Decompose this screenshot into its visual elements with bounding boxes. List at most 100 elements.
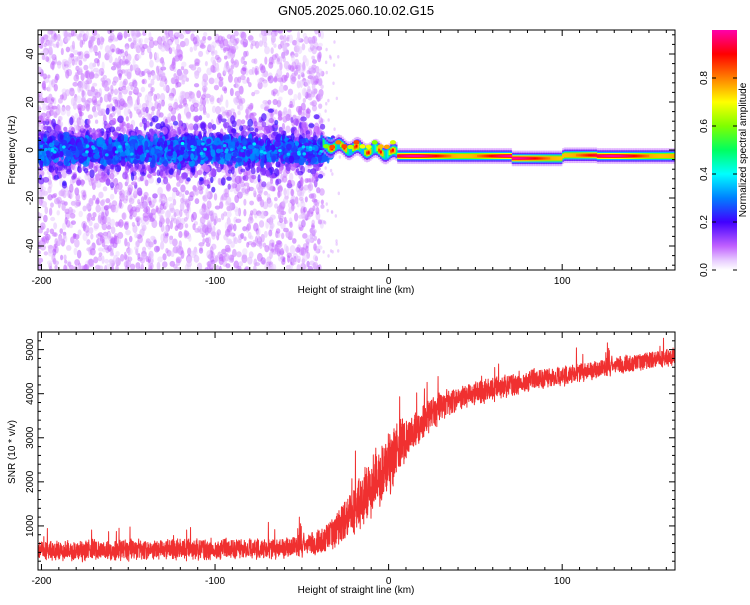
spectrogram-cell [146, 113, 151, 121]
spectrogram-cell [311, 198, 318, 203]
spectrogram-cell [278, 96, 283, 101]
spectrogram-cell [192, 36, 198, 45]
spectrogram-cell [142, 215, 149, 222]
spectrogram-cell [191, 211, 198, 221]
spectrogram-cell [305, 108, 311, 114]
spectrogram-cell [203, 165, 210, 173]
spectrogram-cell [189, 30, 196, 33]
spectrogram-cell [246, 77, 250, 84]
spectrogram-cell [324, 109, 327, 113]
spectrogram-cell [230, 64, 235, 70]
spectrogram-cell [76, 33, 81, 40]
spectrogram-cell [97, 255, 103, 262]
spectrogram-cell [113, 254, 119, 263]
spectrogram-cell [159, 81, 165, 88]
spectrogram-cell [305, 245, 309, 253]
spectrogram-cell [103, 204, 110, 211]
spectrogram-cell [156, 102, 162, 111]
spectrogram-cell [74, 259, 80, 266]
spectrogram-cell [86, 203, 90, 209]
spectrogram-cell [128, 37, 132, 42]
spectrogram-cell [159, 93, 166, 102]
spectrogram-cell [165, 210, 171, 219]
spectrogram-cell [65, 69, 70, 79]
spectrogram-cell [170, 115, 177, 122]
spectrogram-cell [56, 41, 60, 49]
spectrogram-cell [325, 70, 328, 75]
spectrogram-cell [196, 262, 203, 270]
spectrogram-cell [248, 186, 255, 192]
spectrogram-cell [111, 200, 118, 207]
spectrogram-cell [312, 261, 319, 270]
spectrogram-cell [190, 63, 196, 70]
spectrogram-cell [115, 264, 119, 270]
spectrogram-cell [316, 72, 321, 78]
spectrogram-cell [157, 36, 163, 45]
spectrogram-cell [151, 105, 156, 112]
spectrogram-cell [61, 169, 67, 179]
spectrogram-cell [254, 67, 258, 76]
spectrogram-cell [105, 198, 111, 204]
spectrogram-cell [62, 180, 67, 186]
spectrogram-cell [251, 66, 255, 75]
spectrogram-cell [248, 81, 252, 88]
spectrogram-cell [183, 229, 188, 239]
spectrogram-cell [104, 82, 109, 92]
spectrogram-cell [275, 228, 281, 234]
spectrogram-cell [50, 216, 56, 222]
spectrogram-cell [234, 208, 240, 217]
spectrogram-cell [53, 232, 58, 237]
spectrogram-cell [67, 261, 72, 267]
spectrogram-cell [274, 196, 278, 202]
spectrogram-cell [141, 79, 145, 85]
spectrogram-cell [65, 245, 72, 251]
spectrogram-cell [180, 172, 188, 180]
spectrogram-cell [304, 178, 309, 184]
spectrogram-cell [104, 258, 110, 264]
spectrogram-cell [175, 171, 180, 181]
spectrogram-cell [301, 219, 306, 228]
spectrogram-cell [331, 172, 334, 176]
spectrogram-cell [109, 182, 115, 189]
spectrogram-cell [309, 43, 313, 48]
spectrogram-cell [149, 51, 153, 60]
spectrogram-cell [101, 255, 105, 264]
spectrogram-cell [114, 164, 122, 173]
spectrogram-cell [89, 36, 93, 46]
spectrogram-cell [287, 179, 292, 186]
spectrogram-cell [289, 221, 293, 228]
spectrogram-cell [103, 93, 109, 103]
spectrogram-cell [156, 169, 161, 177]
spectrogram-cell [254, 128, 259, 133]
spectrogram-cell [206, 99, 210, 104]
spectrogram-cell [79, 39, 84, 48]
spectrogram-cell [287, 255, 291, 263]
spectrogram-cell [117, 115, 124, 124]
spectrogram-cell [185, 30, 190, 35]
spectrogram-cell [253, 258, 258, 267]
spectrogram-cell [201, 222, 206, 229]
spectrogram-cell [300, 200, 306, 209]
spectrogram-cell [329, 168, 333, 173]
spectrogram-cell [207, 260, 212, 268]
spectrogram-cell [94, 91, 101, 98]
spectrogram-cell [311, 59, 318, 64]
spectrogram-cell [327, 254, 330, 258]
spectrogram-cell [311, 64, 317, 70]
spectrogram-cell [141, 70, 146, 76]
spectrogram-cell [134, 246, 139, 251]
spectrogram-cell [262, 100, 269, 105]
spectrogram-cell [202, 73, 209, 83]
spectrogram-cell [310, 193, 317, 200]
spectrogram-cell [91, 216, 96, 221]
spectrogram-cell [105, 107, 110, 115]
spectrogram-cell [295, 168, 300, 173]
spectrogram-cell [210, 259, 216, 265]
spectrogram-cell [88, 220, 93, 227]
spectrogram-cell [315, 206, 320, 215]
spectrogram-cell [83, 168, 89, 174]
spectrogram-cell [278, 255, 283, 262]
spectrogram-cell [208, 77, 215, 85]
spectrogram-cell [150, 86, 155, 93]
spectrogram-cell [148, 128, 155, 136]
